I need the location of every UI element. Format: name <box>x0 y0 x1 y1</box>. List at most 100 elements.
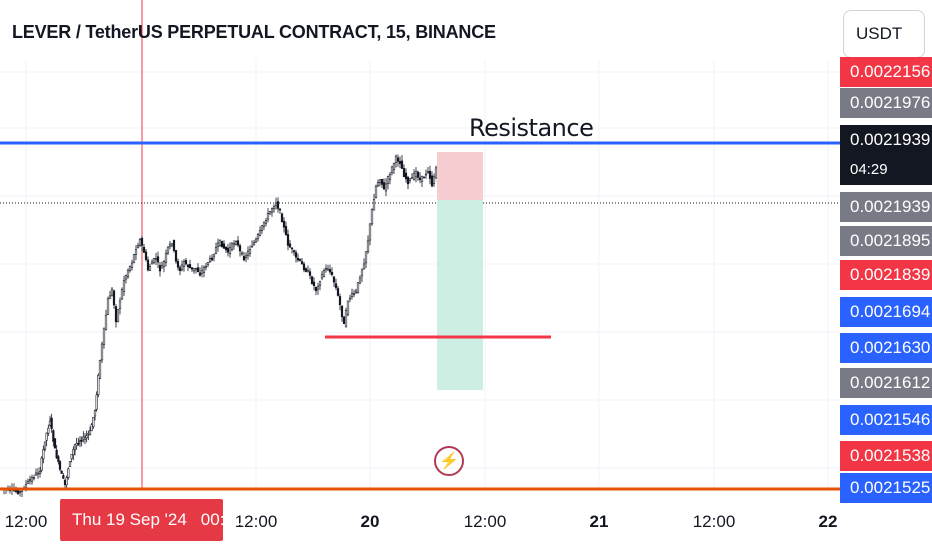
candle-body <box>278 208 282 211</box>
candle-body <box>294 252 298 258</box>
candle-body <box>24 484 28 488</box>
price-badge: 0.0021895 <box>840 226 932 256</box>
candle-body <box>286 234 290 246</box>
candle-body <box>50 417 53 429</box>
price-badge: 0.0021525 <box>840 473 932 503</box>
currency-selector-button[interactable]: USDT <box>843 10 925 58</box>
candle-body <box>196 267 200 273</box>
candle-body <box>67 468 70 478</box>
candle-body <box>250 245 254 248</box>
candle-body <box>356 282 360 293</box>
candle-body <box>178 267 182 271</box>
candle-body <box>102 327 106 345</box>
candle-body <box>126 270 130 278</box>
candle-body <box>156 256 160 263</box>
candle-body <box>382 182 386 190</box>
candle-body <box>396 157 400 162</box>
candle-body <box>326 268 330 271</box>
candle-body <box>324 267 328 270</box>
candle-body <box>370 209 374 225</box>
candle-body <box>346 300 350 315</box>
candle-body <box>90 424 93 432</box>
candle-body <box>172 240 176 251</box>
price-badge: 0.0021939 <box>840 192 932 222</box>
candle-body <box>112 290 116 306</box>
candle-body <box>42 449 45 460</box>
candle-body <box>152 258 156 263</box>
candle-body <box>130 262 134 268</box>
candle-body <box>208 258 212 262</box>
candle-body <box>352 293 356 295</box>
candle-body <box>256 234 260 239</box>
candle-body <box>97 375 100 395</box>
candle-body <box>398 161 402 164</box>
candle-body <box>354 290 358 293</box>
candle-body <box>198 272 202 276</box>
crosshair-hour: 00:00 <box>200 510 244 529</box>
candle-body <box>330 271 334 276</box>
candle-body <box>16 489 20 494</box>
candle-body <box>36 472 40 475</box>
candle-body <box>212 254 216 258</box>
candle-body <box>80 439 83 442</box>
candle-body <box>92 417 95 427</box>
candle-body <box>65 477 68 486</box>
candle-body <box>63 479 67 485</box>
lightning-icon[interactable]: ⚡ <box>434 446 464 476</box>
candle-body <box>280 213 284 223</box>
candle-body <box>376 182 380 187</box>
candle-body <box>312 281 316 286</box>
last-price-badge: 0.0021939 <box>840 125 932 155</box>
stop-loss-zone[interactable] <box>437 152 483 200</box>
candle-body <box>388 173 392 180</box>
candle-body <box>202 267 206 273</box>
candle-body <box>162 261 166 267</box>
candle-body <box>108 295 112 299</box>
candle-body <box>216 242 220 247</box>
candle-body <box>206 262 210 265</box>
candle-body <box>366 240 370 253</box>
candle-body <box>296 257 300 261</box>
candle-body <box>93 410 97 417</box>
candle-body <box>308 271 312 276</box>
candle-body <box>390 166 394 174</box>
candle-body <box>224 246 228 251</box>
price-badge: 0.0021694 <box>840 297 932 327</box>
price-chart[interactable] <box>0 0 840 500</box>
candle-body <box>266 213 270 220</box>
candle-body <box>118 300 122 309</box>
date-label: 22 <box>818 512 838 531</box>
candle-body <box>100 343 104 361</box>
candle-body <box>32 477 36 479</box>
candle-body <box>45 432 48 441</box>
take-profit-zone[interactable] <box>437 200 483 390</box>
candle-body <box>384 183 388 192</box>
candle-body <box>264 220 268 224</box>
time-label: 12:00 <box>463 512 507 531</box>
candle-body <box>122 280 126 292</box>
candle-body <box>124 275 128 280</box>
candle-body <box>220 240 224 248</box>
candle-body <box>378 179 382 183</box>
candle-body <box>110 288 114 296</box>
candle-body <box>334 283 338 288</box>
candle-body <box>358 277 362 284</box>
time-label: 12:00 <box>234 512 278 531</box>
candle-body <box>170 243 174 246</box>
candle-body <box>57 456 60 462</box>
candle-body <box>48 420 52 426</box>
candle-body <box>174 250 178 262</box>
candle-body <box>136 245 140 249</box>
candle-body <box>380 179 384 185</box>
candle-body <box>386 175 390 185</box>
candle-body <box>77 442 80 445</box>
candle-body <box>53 438 57 449</box>
candle-body <box>150 261 154 265</box>
candle-body <box>78 440 82 443</box>
candle-body <box>160 264 164 269</box>
candle-body <box>85 435 88 439</box>
candle-body <box>38 471 42 475</box>
candle-body <box>258 230 262 236</box>
candle-body <box>60 470 63 474</box>
candle-body <box>182 261 186 267</box>
